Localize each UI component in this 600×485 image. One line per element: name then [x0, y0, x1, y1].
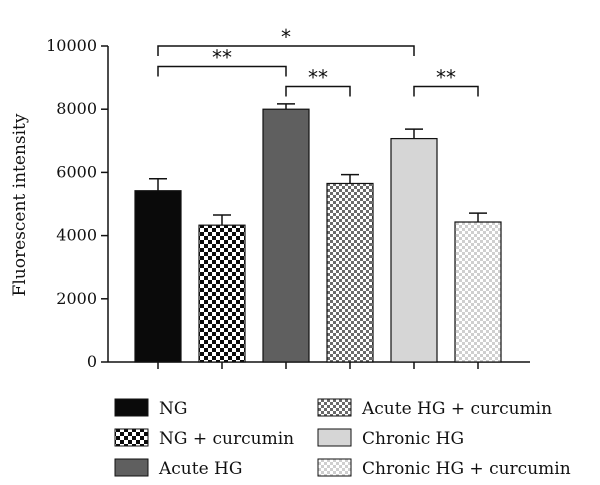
y-tick-label: 8000 — [56, 99, 97, 118]
significance-label: ** — [212, 46, 232, 70]
legend-swatch — [317, 458, 352, 477]
significance-bracket — [413, 85, 479, 97]
legend-swatch — [317, 428, 352, 447]
legend-item-ng-plus-curcumin: NG + curcumin — [114, 428, 294, 449]
bar-acute-hg — [262, 108, 310, 363]
legend-item-acute-hg-plus-curcumin: Acute HG + curcumin — [317, 398, 552, 419]
significance-label: ** — [436, 65, 456, 89]
legend-item-chronic-hg-plus-curcumin: Chronic HG + curcumin — [317, 458, 571, 479]
legend-label: Chronic HG + curcumin — [362, 459, 571, 479]
y-tick-label: 6000 — [56, 162, 97, 181]
legend-swatch — [114, 398, 149, 417]
legend-swatch — [114, 428, 149, 447]
significance-bracket — [157, 45, 415, 56]
y-tick-label: 4000 — [56, 226, 97, 245]
y-axis-label: Fluorescent intensity — [10, 113, 30, 296]
legend-swatch — [114, 458, 149, 477]
y-tick-label: 2000 — [56, 289, 97, 308]
bar-ng — [134, 190, 182, 363]
significance-label: * — [281, 25, 291, 49]
y-tick-label: 0 — [87, 352, 97, 371]
legend-label: NG — [159, 399, 187, 419]
bar-chronic-hg-plus-curcumin — [454, 221, 502, 363]
bar-ng-plus-curcumin — [198, 224, 246, 363]
legend-item-acute-hg: Acute HG — [114, 458, 242, 479]
legend-label: Acute HG + curcumin — [361, 399, 552, 419]
legend-item-ng: NG — [114, 398, 187, 419]
significance-label: ** — [308, 65, 328, 89]
legend-swatch — [317, 398, 352, 417]
significance-bracket — [157, 65, 287, 77]
significance-bracket — [285, 85, 351, 97]
bar-chronic-hg — [390, 137, 438, 363]
legend-label: NG + curcumin — [159, 429, 294, 449]
bar-acute-hg-plus-curcumin — [326, 182, 374, 363]
legend-label: Chronic HG — [362, 429, 464, 449]
legend-item-chronic-hg: Chronic HG — [317, 428, 464, 449]
y-tick-label: 10000 — [46, 36, 97, 55]
legend-label: Acute HG — [158, 459, 242, 479]
